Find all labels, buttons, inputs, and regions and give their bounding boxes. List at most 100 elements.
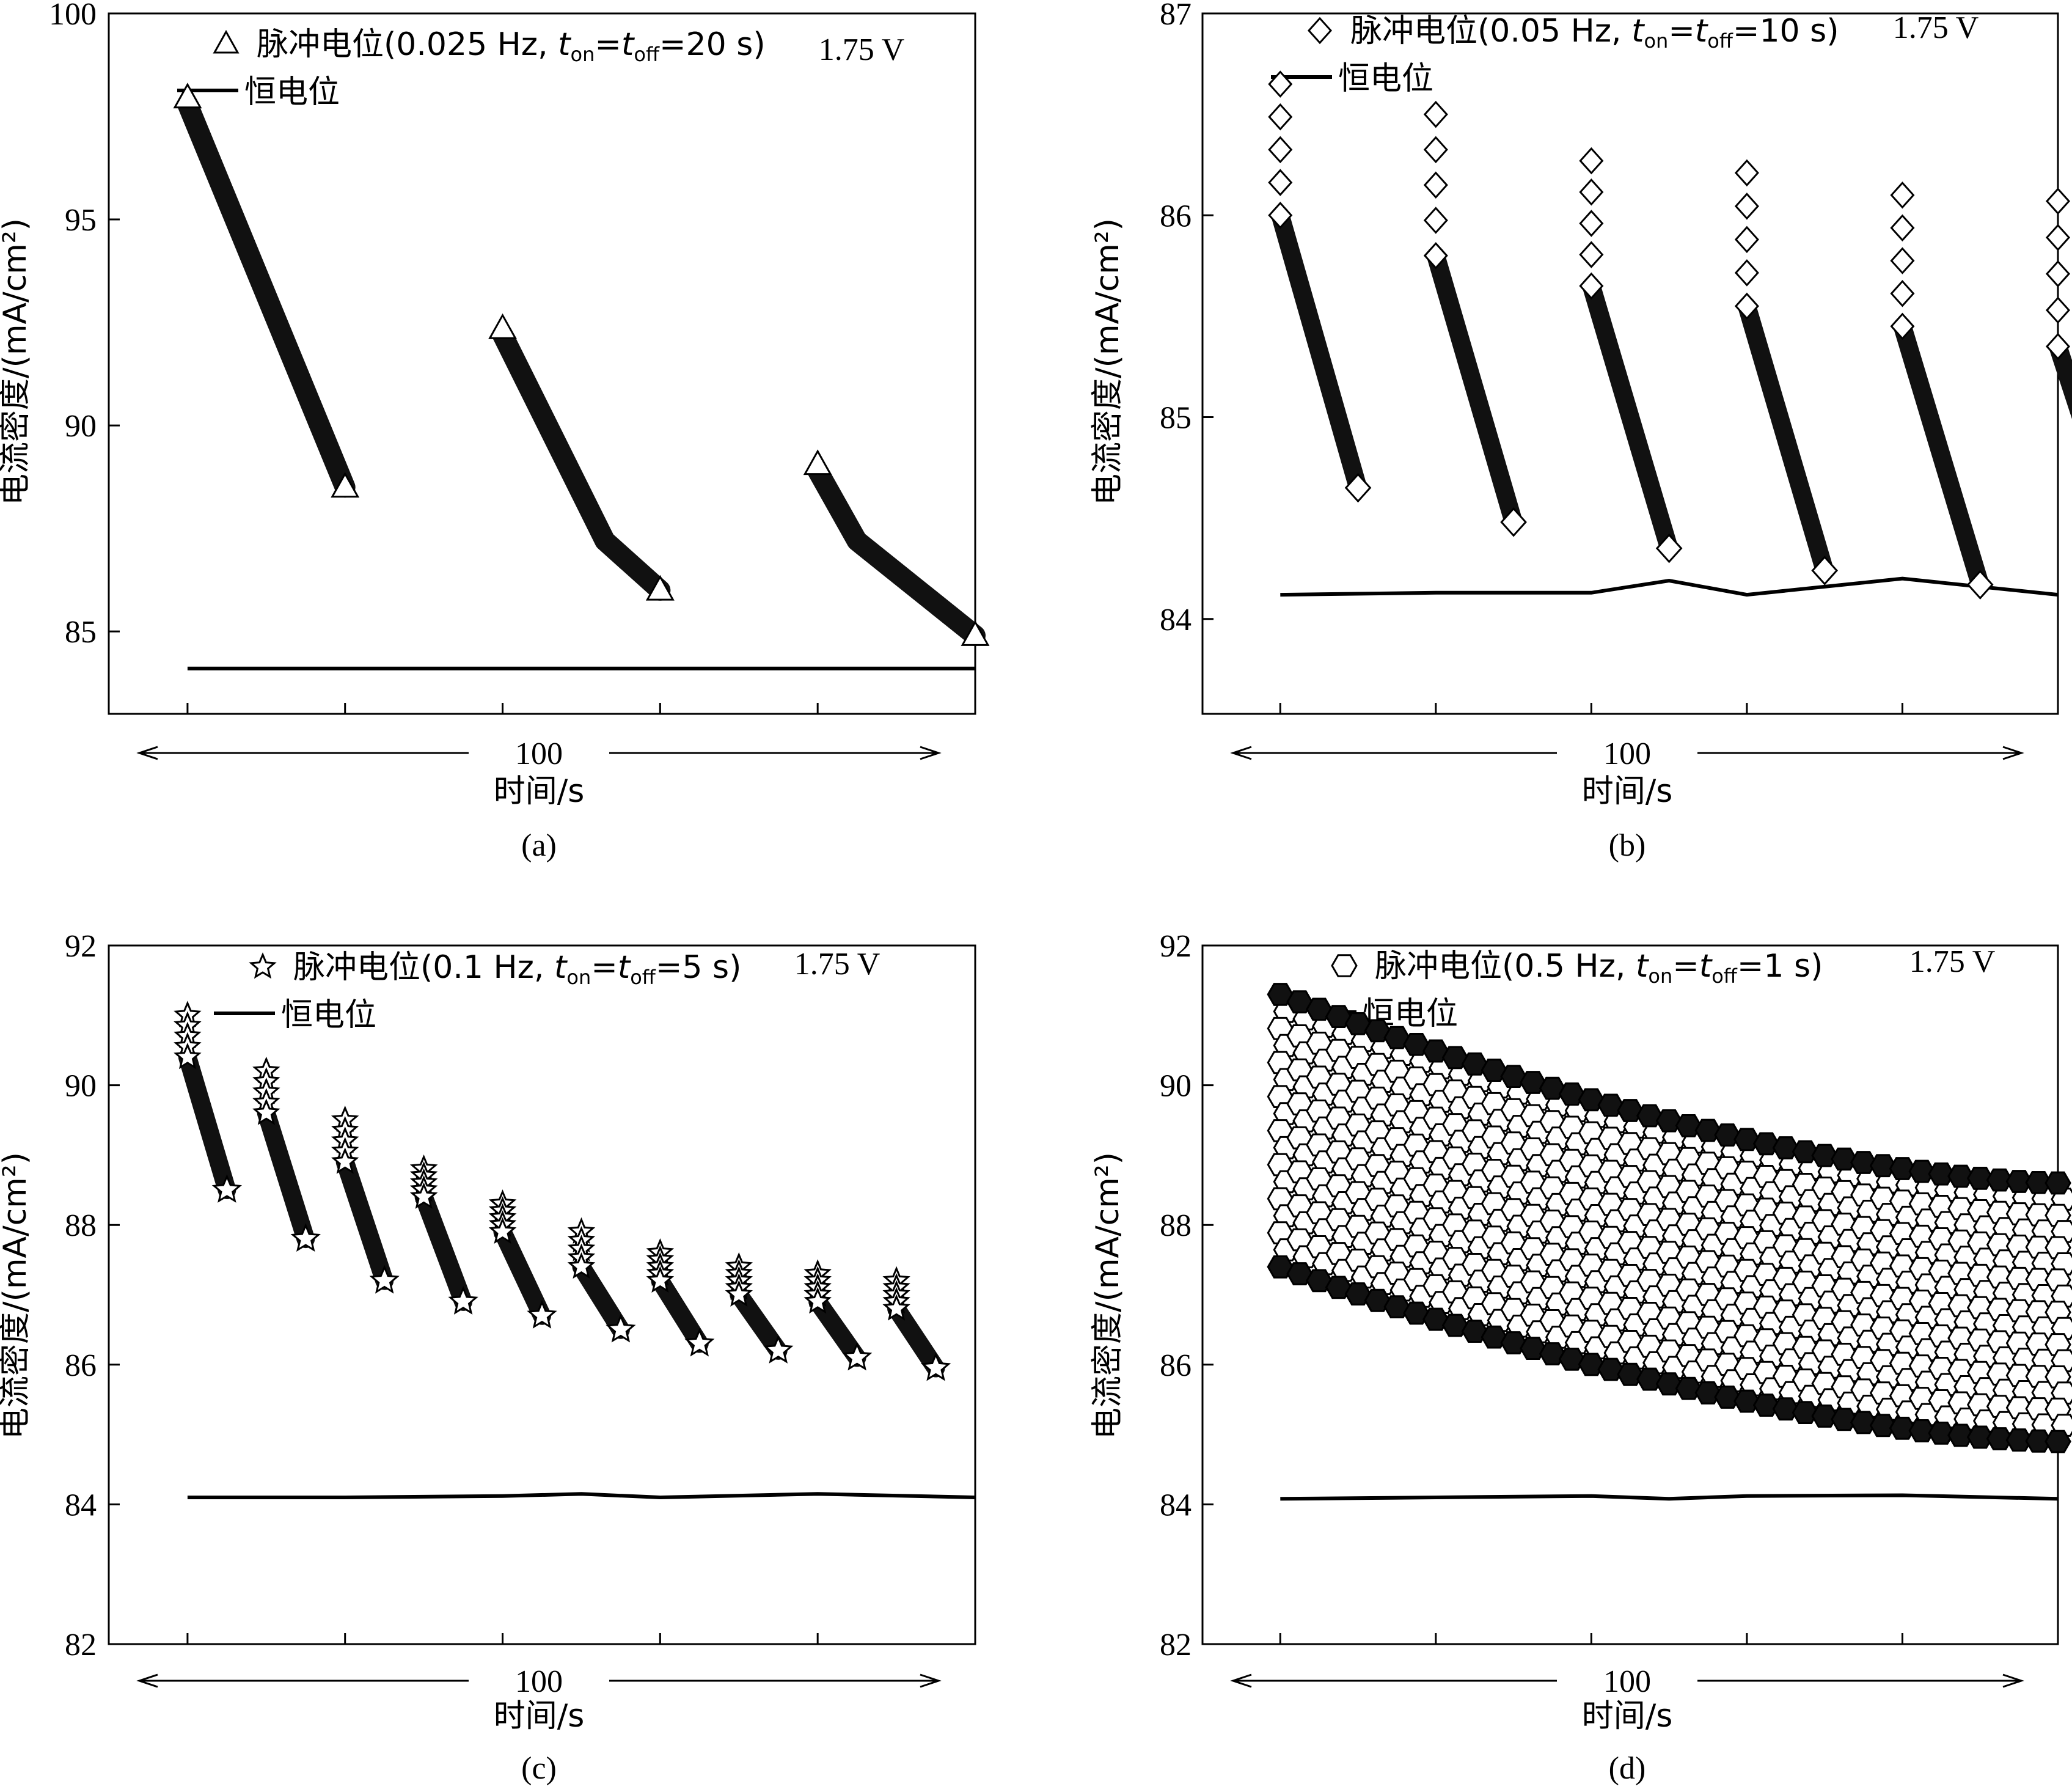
pulse-marker [1268, 103, 1293, 131]
y-tick-label: 92 [1160, 929, 1192, 964]
pulse-band [492, 324, 671, 601]
pulse-marker [1890, 214, 1915, 242]
constant-potential-line [1280, 1493, 2059, 1501]
x-axis-label: 时间/s [494, 1698, 585, 1735]
legend-marker-triangle [213, 29, 240, 54]
pulse-marker [1306, 997, 1333, 1021]
arrowhead-right [920, 746, 942, 760]
legend-constant-label: 恒电位 [244, 74, 340, 111]
pulse-band [1271, 206, 1367, 498]
pulse-marker [804, 1287, 832, 1314]
pulse-marker [1286, 990, 1313, 1014]
pulse-markers [173, 83, 990, 646]
pulse-marker [1578, 1088, 1605, 1112]
pulse-marker [174, 1043, 202, 1070]
pulse-marker [920, 1352, 951, 1381]
pulse-band [414, 1188, 473, 1311]
pulse-marker [1986, 1168, 2013, 1192]
pulse-marker [2045, 187, 2071, 215]
arrowhead-left [1230, 1673, 1252, 1688]
y-tick-label: 86 [1160, 199, 1192, 233]
x-span-label: 100 [1603, 1664, 1651, 1699]
pulse-marker [1655, 1109, 1683, 1133]
pulse-marker [1869, 1154, 1897, 1178]
pulse-marker [1734, 193, 1759, 220]
pulse-markers [174, 1001, 951, 1381]
pulse-marker [1772, 1397, 1799, 1421]
pulse-marker [1675, 1376, 1702, 1400]
y-axis-label: 电流密度/(mA/cm²) [0, 218, 34, 505]
pulse-marker [1383, 1026, 1410, 1049]
constant-potential-line [187, 1492, 976, 1500]
pulse-marker [961, 620, 990, 646]
pulse-marker [2045, 296, 2071, 324]
pulse-marker [1539, 1076, 1566, 1100]
pulse-markers [1268, 70, 2072, 600]
pulse-marker [1403, 1301, 1430, 1325]
pulse-marker [1694, 1118, 1722, 1142]
pulse-marker [1617, 1099, 1644, 1122]
legend: 脉冲电位(0.025 Hz, ton=toff=20 s) 恒电位 [177, 26, 766, 111]
panel-label: (a) [521, 828, 557, 863]
pulse-marker [1579, 210, 1604, 237]
legend: 脉冲电位(0.5 Hz, ton=toff=1 s)恒电位 [1295, 948, 1823, 1032]
pulse-marker [646, 1266, 675, 1293]
pulse-marker [803, 449, 832, 476]
pulse-marker [1597, 1093, 1624, 1117]
y-tick-label: 87 [1160, 0, 1192, 32]
legend-marker-star [249, 952, 277, 979]
pulse-marker [1306, 1269, 1333, 1293]
arrowhead-right [920, 1673, 942, 1688]
panel-label: (d) [1609, 1751, 1646, 1786]
pulse-marker [1520, 1071, 1547, 1094]
pulse-marker [567, 1252, 596, 1279]
pulse-marker [1383, 1295, 1410, 1318]
y-tick-label: 84 [65, 1488, 97, 1522]
pulse-marker [1579, 178, 1604, 206]
pulse-marker [2025, 1429, 2052, 1453]
pulse-marker [1579, 147, 1604, 175]
panel-label: (c) [521, 1751, 557, 1786]
pulse-marker [2045, 260, 2071, 288]
pulse-marker [1734, 259, 1759, 287]
pulse-marker [1889, 1417, 1916, 1440]
pulse-marker [1850, 1411, 1877, 1434]
pulse-marker [1655, 1372, 1683, 1396]
pulse-marker [1344, 472, 1372, 503]
legend-marker-diamond [1307, 17, 1333, 45]
pulse-marker [527, 1299, 557, 1329]
pulse-marker [1364, 1288, 1391, 1312]
pulse-marker [1364, 1019, 1391, 1043]
legend-pulse-label: 脉冲电位(0.5 Hz, ton=toff=1 s) [1375, 948, 1823, 988]
y-axis-label: 电流密度/(mA/cm²) [1089, 218, 1126, 505]
y-tick-label: 90 [65, 409, 97, 444]
pulse-marker [1714, 1123, 1741, 1147]
pulse-marker [331, 1147, 359, 1174]
pulse-marker [1966, 1425, 1994, 1449]
pulse-marker [1558, 1348, 1586, 1371]
pulse-marker [1714, 1386, 1741, 1409]
pulse-marker [1869, 1414, 1897, 1438]
legend-constant-label: 恒电位 [1338, 61, 1433, 97]
pulse-marker [1889, 1157, 1916, 1180]
pulse-marker [1441, 1046, 1469, 1070]
pulse-marker [1268, 202, 1293, 229]
constant-potential-line [1280, 576, 2059, 597]
pulse-band [1737, 296, 1834, 580]
x-span-label: 100 [515, 736, 563, 771]
pulse-marker [2005, 1170, 2033, 1193]
legend: 脉冲电位(0.1 Hz, ton=toff=5 s) 恒电位 [214, 949, 741, 1034]
pulse-marker [1617, 1362, 1644, 1386]
pulse-band [1893, 317, 1990, 594]
arrowhead-left [1230, 746, 1252, 760]
pulse-marker [488, 1217, 517, 1244]
pulse-marker [1675, 1114, 1702, 1137]
pulse-band [1582, 276, 1678, 558]
pulse-marker [1890, 279, 1915, 307]
pulse-marker [645, 575, 675, 601]
pulse-band [257, 1104, 315, 1249]
pulse-marker [684, 1327, 715, 1357]
panel-label: (b) [1609, 828, 1646, 863]
pulse-marker [1325, 1005, 1352, 1028]
pulse-marker [725, 1280, 753, 1307]
